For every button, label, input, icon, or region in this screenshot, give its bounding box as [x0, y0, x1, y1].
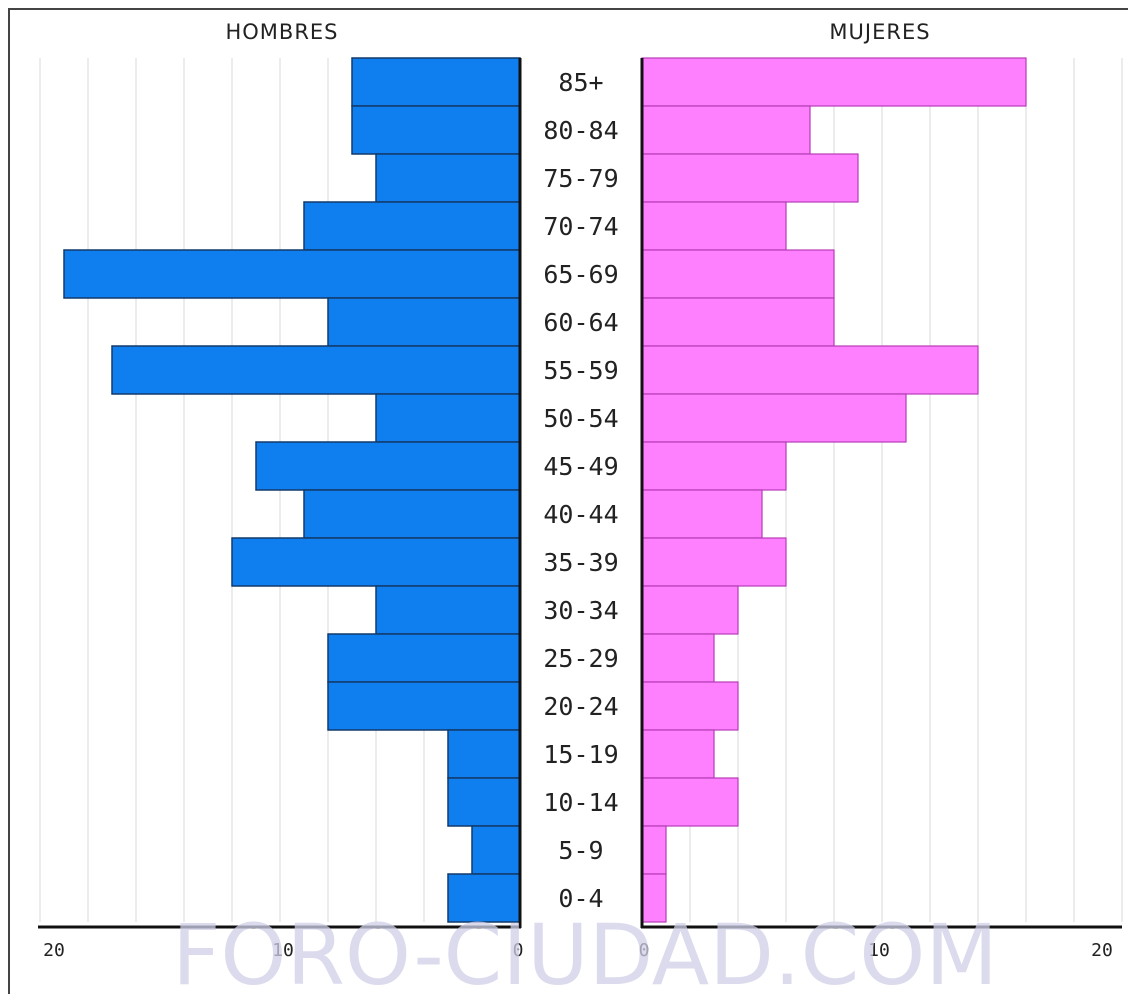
bar-hombres-5-9 [471, 825, 521, 875]
x-tick-label: 0 [639, 940, 650, 961]
bar-mujeres-60-64 [641, 297, 835, 347]
age-label: 60-64 [543, 308, 618, 337]
age-label: 0-4 [558, 884, 603, 913]
bar-mujeres-10-14 [641, 777, 739, 827]
age-label: 15-19 [543, 740, 618, 769]
bar-hombres-25-29 [327, 633, 521, 683]
age-label: 65-69 [543, 260, 618, 289]
age-label: 55-59 [543, 356, 618, 385]
x-tick-label: 10 [868, 940, 890, 961]
x-tick-label: 20 [1091, 940, 1113, 961]
bar-mujeres-30-34 [641, 585, 739, 635]
age-label: 75-79 [543, 164, 618, 193]
bar-hombres-15-19 [447, 729, 521, 779]
age-labels: 85+ 80-84 75-79 70-74 65-69 60-64 55-59 50-54 45… [543, 68, 618, 913]
bar-hombres-70-74 [303, 201, 521, 251]
age-label: 45-49 [543, 452, 618, 481]
series-title-hombres: HOMBRES [225, 20, 338, 44]
chart-frame [8, 8, 1128, 994]
age-label: 30-34 [543, 596, 618, 625]
bar-mujeres-50-54 [641, 393, 907, 443]
bar-mujeres-35-39 [641, 537, 787, 587]
x-tick-label: 0 [513, 940, 524, 961]
age-label: 85+ [558, 68, 603, 97]
bar-hombres-30-34 [375, 585, 521, 635]
bar-hombres-80-84 [351, 105, 521, 155]
bar-mujeres-80-84 [641, 105, 811, 155]
age-label: 40-44 [543, 500, 618, 529]
bar-mujeres-0-4 [641, 873, 667, 923]
bar-hombres-65-69 [63, 249, 521, 299]
bar-hombres-45-49 [255, 441, 521, 491]
bar-hombres-50-54 [375, 393, 521, 443]
bar-hombres-40-44 [303, 489, 521, 539]
bar-mujeres-65-69 [641, 249, 835, 299]
series-title-mujeres: MUJERES [829, 20, 930, 44]
x-tick-label: 20 [43, 940, 65, 961]
age-label: 70-74 [543, 212, 618, 241]
bars [63, 57, 1027, 923]
bar-mujeres-75-79 [641, 153, 859, 203]
bar-mujeres-70-74 [641, 201, 787, 251]
bar-hombres-0-4 [447, 873, 521, 923]
age-label: 25-29 [543, 644, 618, 673]
age-label: 35-39 [543, 548, 618, 577]
age-label: 80-84 [543, 116, 618, 145]
bar-mujeres-45-49 [641, 441, 787, 491]
bar-mujeres-85+ [641, 57, 1027, 107]
bar-hombres-10-14 [447, 777, 521, 827]
watermark: FORO-CIUDAD.COM [172, 906, 998, 986]
axes [38, 58, 1122, 929]
bar-hombres-55-59 [111, 345, 521, 395]
bar-mujeres-15-19 [641, 729, 715, 779]
bar-mujeres-55-59 [641, 345, 979, 395]
bar-hombres-75-79 [375, 153, 521, 203]
age-label: 5-9 [558, 836, 603, 865]
tick-labels: 20 10 0 0 10 20 [43, 940, 1113, 961]
bar-hombres-20-24 [327, 681, 521, 731]
bar-hombres-60-64 [327, 297, 521, 347]
age-label: 20-24 [543, 692, 618, 721]
bar-mujeres-40-44 [641, 489, 763, 539]
bar-mujeres-25-29 [641, 633, 715, 683]
bar-hombres-85+ [351, 57, 521, 107]
x-tick-label: 10 [272, 940, 294, 961]
age-label: 10-14 [543, 788, 618, 817]
bar-hombres-35-39 [231, 537, 521, 587]
bar-mujeres-20-24 [641, 681, 739, 731]
bar-mujeres-5-9 [641, 825, 667, 875]
age-label: 50-54 [543, 404, 618, 433]
